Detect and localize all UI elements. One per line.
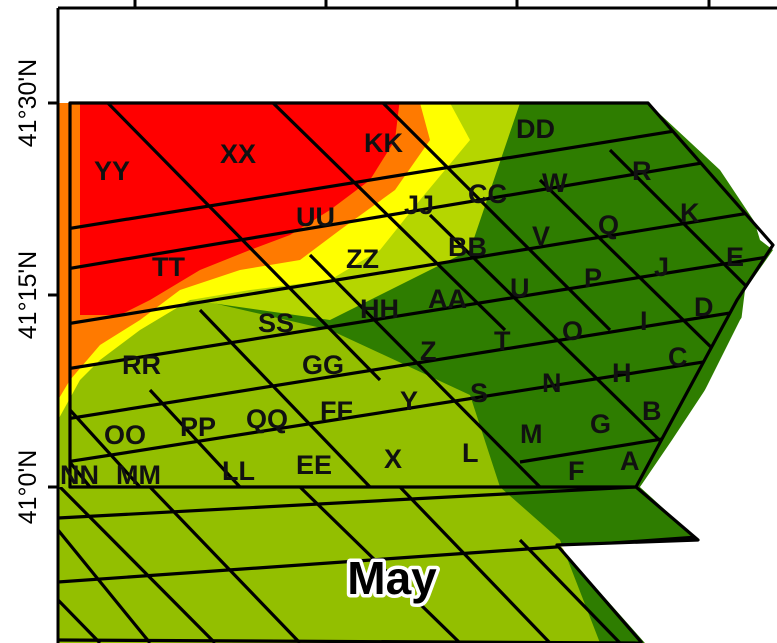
- region-label-p: P: [584, 263, 602, 293]
- region-label-ee: EE: [296, 450, 332, 480]
- region-label-b: B: [642, 396, 662, 426]
- region-label-zz: ZZ: [346, 244, 379, 274]
- region-label-v: V: [532, 221, 550, 251]
- region-label-y: Y: [400, 386, 418, 416]
- region-label-xx: XX: [220, 139, 256, 169]
- region-label-j: J: [654, 252, 669, 282]
- region-label-i: I: [640, 306, 648, 336]
- region-label-x: X: [384, 444, 402, 474]
- region-label-r: R: [632, 156, 652, 186]
- month-label: May: [347, 552, 437, 604]
- region-label-mm: MM: [116, 460, 161, 490]
- region-label-jj: JJ: [404, 190, 434, 220]
- region-label-bb: BB: [448, 232, 487, 262]
- raster-midlow-area: [58, 300, 600, 643]
- region-label-a: A: [620, 446, 640, 476]
- region-label-cc: CC: [468, 179, 507, 209]
- region-label-ss: SS: [258, 308, 294, 338]
- region-label-ff: FF: [320, 396, 353, 426]
- region-label-d: D: [694, 292, 714, 322]
- region-label-aa: AA: [428, 284, 467, 314]
- plot-frame: [48, 0, 777, 643]
- region-label-qq: QQ: [246, 404, 288, 434]
- region-label-tt: TT: [152, 252, 185, 282]
- region-label-l: L: [462, 438, 479, 468]
- region-labels: YY XX KK DD R W CC JJ UU K Q V BB ZZ TT …: [60, 114, 744, 490]
- region-label-kk: KK: [364, 128, 403, 158]
- region-label-h: H: [612, 358, 632, 388]
- region-label-yy: YY: [94, 156, 130, 186]
- y-tick-label-2: 41°15'N: [14, 251, 42, 339]
- region-label-hh: HH: [360, 294, 399, 324]
- region-label-g: G: [590, 409, 611, 439]
- region-label-gg: GG: [302, 350, 344, 380]
- region-label-c: C: [668, 342, 688, 372]
- y-tick-label-3: 41°0'N: [14, 450, 42, 525]
- region-label-ll: LL: [222, 456, 255, 486]
- region-label-m: M: [520, 419, 543, 449]
- region-label-n: N: [542, 368, 562, 398]
- region-label-rr: RR: [122, 350, 161, 380]
- region-label-oo: OO: [104, 420, 146, 450]
- region-label-pp: PP: [180, 412, 216, 442]
- region-label-nn: NN: [60, 460, 99, 490]
- region-label-dd: DD: [516, 114, 555, 144]
- region-label-k: K: [680, 198, 700, 228]
- region-label-f: F: [568, 456, 585, 486]
- region-label-z: Z: [420, 336, 437, 366]
- region-label-t: T: [494, 326, 511, 356]
- study-area-outline: [68, 101, 775, 489]
- y-tick-label-1: 41°30'N: [14, 59, 42, 147]
- region-label-o: O: [562, 316, 583, 346]
- region-label-q: Q: [598, 210, 619, 240]
- region-label-s: S: [470, 378, 488, 408]
- region-label-e: E: [726, 242, 744, 272]
- region-label-uu: UU: [296, 202, 335, 232]
- region-grid-lines: [58, 101, 775, 643]
- raster-high-area: [80, 98, 400, 315]
- region-label-u: U: [510, 273, 530, 303]
- region-label-w: W: [542, 168, 568, 198]
